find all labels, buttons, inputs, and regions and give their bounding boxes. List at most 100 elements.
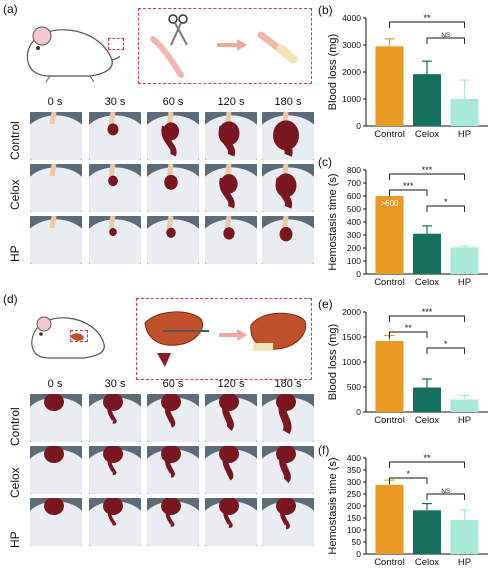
x-tick-label: Control: [374, 277, 405, 288]
time-header: 60 s: [162, 378, 184, 390]
significance-bracket: [426, 37, 465, 44]
tail-cut-icon: [150, 36, 184, 78]
bar: [450, 399, 479, 412]
time-header: 120 s: [217, 96, 245, 108]
x-tick-label: HP: [458, 557, 471, 568]
significance-bracket: [389, 461, 465, 468]
significance-label: *: [406, 469, 410, 479]
y-tick-label: 700: [347, 178, 361, 188]
y-tick-label: 1000: [342, 94, 361, 104]
hemostasis-photo: [89, 216, 141, 264]
liver-cut-icon: [144, 311, 209, 367]
panel-label: (b): [318, 3, 333, 17]
hemostasis-photo: [205, 164, 257, 212]
significance-label: *: [444, 197, 448, 207]
time-header: 30 s: [104, 378, 126, 390]
y-tick-label: 4000: [342, 13, 361, 23]
hemostasis-photo: [30, 112, 82, 160]
y-tick-label: 100: [347, 256, 361, 266]
panel-label-d: (d): [3, 292, 18, 306]
y-tick-label: 350: [347, 465, 361, 475]
x-tick-label: HP: [458, 129, 471, 140]
mouse-icon: [31, 316, 105, 359]
y-tick-label: 800: [347, 165, 361, 175]
bar: [413, 74, 441, 126]
bar: [413, 233, 441, 274]
y-tick-label: 2000: [342, 307, 361, 317]
y-tick-label: 300: [347, 477, 361, 487]
hemostasis-photo: [89, 112, 141, 160]
significance-bracket: [389, 477, 428, 484]
x-tick-label: Control: [374, 129, 405, 140]
hemostasis-photo: [147, 112, 199, 160]
zoom-box-large: [136, 298, 312, 380]
significance-bracket: [389, 315, 465, 322]
bar: [375, 196, 404, 274]
tail-stump-icon: [257, 31, 298, 64]
zoom-box-small: [70, 330, 88, 342]
time-header: 180 s: [274, 96, 302, 108]
bar: [413, 510, 441, 554]
y-tick-label: 200: [347, 243, 361, 253]
y-tick-label: 200: [347, 501, 361, 511]
significance-label: ***: [422, 165, 433, 175]
x-tick-label: Control: [374, 415, 405, 426]
x-tick-label: HP: [458, 277, 471, 288]
y-axis-label: Hemostasis time (s): [327, 173, 339, 270]
bar-annotation: >600: [380, 199, 399, 208]
y-tick-label: 500: [347, 382, 361, 392]
time-header: 60 s: [162, 96, 184, 108]
hemostasis-photo: [30, 216, 82, 264]
hemostasis-photo: [205, 446, 257, 494]
y-tick-label: 250: [347, 489, 361, 499]
hemostasis-photo: [30, 446, 82, 494]
y-tick-label: 3000: [342, 40, 361, 50]
hemostasis-photo: [262, 498, 314, 546]
panel-label: (f): [318, 443, 329, 457]
y-tick-label: 300: [347, 230, 361, 240]
bar: [450, 99, 479, 126]
time-header: 120 s: [217, 378, 245, 390]
y-tick-label: 600: [347, 191, 361, 201]
significance-bracket: [426, 205, 465, 212]
y-tick-label: 150: [347, 513, 361, 523]
x-tick-label: Celox: [415, 415, 440, 426]
significance-bracket: [389, 331, 428, 338]
panel-label-a: (a): [3, 2, 18, 16]
hemostasis-photo: [89, 394, 141, 442]
y-tick-label: 500: [347, 204, 361, 214]
y-axis-label: Hemostasis time (s): [327, 457, 339, 554]
hemostasis-photo: [262, 394, 314, 442]
zoom-box-small: [108, 38, 124, 50]
hemostasis-photo: [89, 498, 141, 546]
y-tick-label: 2000: [342, 67, 361, 77]
y-tick-label: 0: [356, 121, 361, 131]
x-tick-label: Celox: [415, 277, 440, 288]
hemostasis-photo: [89, 164, 141, 212]
bar: [450, 519, 479, 554]
significance-bracket: [389, 173, 465, 180]
arrow-icon: [217, 39, 247, 51]
time-header: 0 s: [47, 96, 63, 108]
significance-bracket: [426, 347, 465, 354]
panel-label: (c): [318, 155, 332, 169]
x-tick-label: HP: [458, 415, 471, 426]
scissors-icon: [168, 14, 188, 46]
significance-label: *: [444, 339, 448, 349]
bar: [375, 46, 404, 126]
liver-icon: [250, 312, 307, 351]
x-tick-label: Celox: [415, 129, 440, 140]
zoom-box-large: [138, 8, 312, 84]
hemostasis-photo: [262, 216, 314, 264]
hemostasis-photo: [205, 112, 257, 160]
y-tick-label: 50: [352, 537, 362, 547]
y-tick-label: 0: [356, 407, 361, 417]
arrow-icon: [219, 329, 247, 341]
significance-label: NS: [441, 488, 451, 495]
significance-bracket: [389, 189, 428, 196]
significance-label: **: [405, 323, 413, 333]
hemostasis-photo: [262, 112, 314, 160]
y-tick-label: 400: [347, 217, 361, 227]
hemostasis-photo: [30, 164, 82, 212]
